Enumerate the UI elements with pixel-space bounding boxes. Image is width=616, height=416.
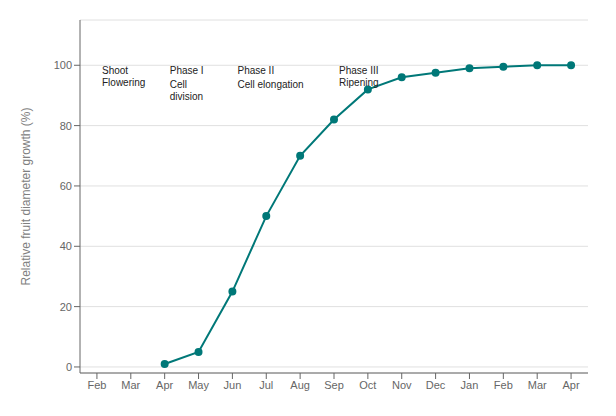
svg-text:Nov: Nov [392,379,412,391]
svg-text:Aug: Aug [290,379,310,391]
svg-text:Phase III: Phase III [339,65,378,76]
svg-text:Sep: Sep [324,379,344,391]
svg-text:Dec: Dec [426,379,446,391]
svg-text:60: 60 [60,180,72,192]
svg-text:Celldivision: Celldivision [170,79,203,102]
svg-text:Jan: Jan [461,379,479,391]
svg-text:Feb: Feb [87,379,106,391]
svg-text:20: 20 [60,301,72,313]
svg-text:Feb: Feb [494,379,513,391]
svg-text:Apr: Apr [156,379,173,391]
svg-text:Jun: Jun [224,379,242,391]
svg-text:Oct: Oct [359,379,376,391]
svg-text:Jul: Jul [259,379,273,391]
svg-text:Phase I: Phase I [170,65,204,76]
svg-text:Mar: Mar [528,379,547,391]
svg-text:Ripening: Ripening [339,77,378,88]
svg-text:ShootFlowering: ShootFlowering [102,65,145,88]
svg-text:80: 80 [60,120,72,132]
svg-text:40: 40 [60,240,72,252]
svg-text:May: May [188,379,209,391]
svg-text:100: 100 [54,59,72,71]
svg-text:Phase II: Phase II [237,65,274,76]
svg-text:0: 0 [66,361,72,373]
svg-text:Mar: Mar [121,379,140,391]
svg-text:Apr: Apr [563,379,580,391]
svg-text:Relative fruit diameter growth: Relative fruit diameter growth (%) [19,107,33,285]
svg-text:Cell elongation: Cell elongation [237,79,303,90]
